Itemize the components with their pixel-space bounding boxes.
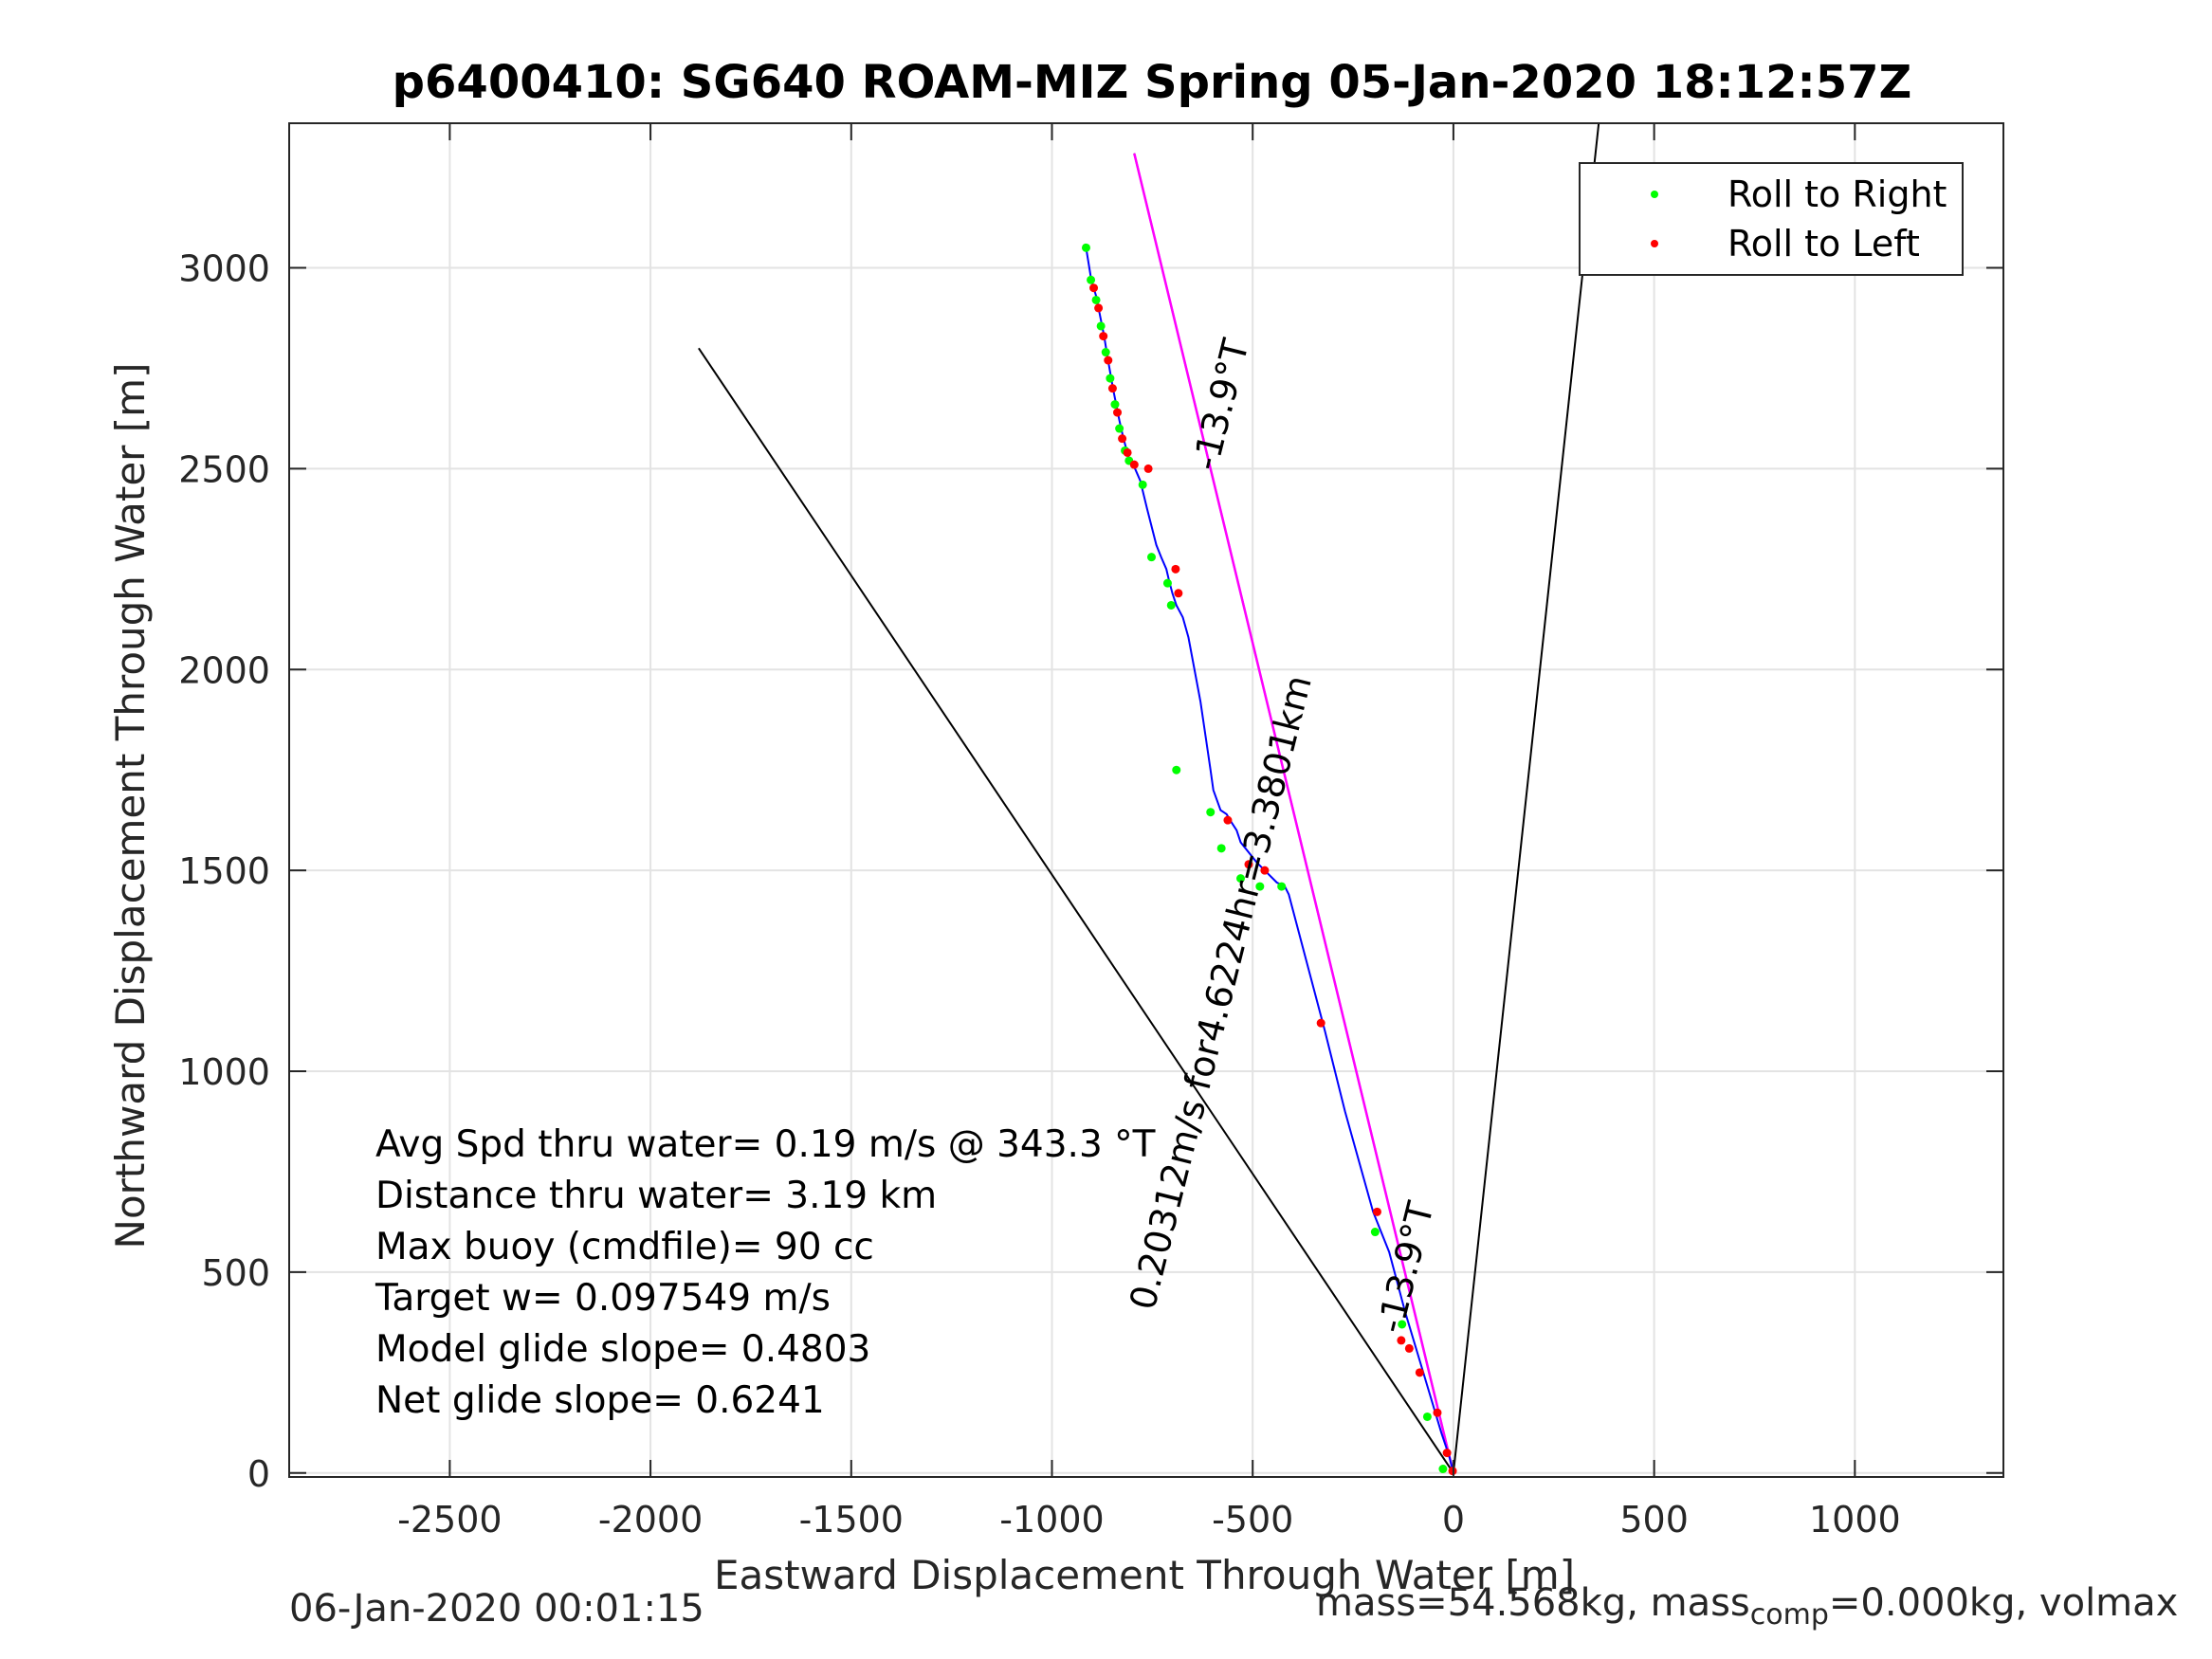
roll-right-point	[1162, 578, 1172, 588]
roll-right-point	[1147, 553, 1157, 562]
x-tick-label: -1500	[799, 1499, 904, 1540]
roll-left-point	[1244, 860, 1253, 869]
footer-date: 06-Jan-2020 00:01:15	[289, 1587, 704, 1631]
legend-marker-roll-left	[1651, 240, 1658, 247]
x-tick-label: -1000	[999, 1499, 1104, 1540]
roll-right-point	[1277, 882, 1287, 891]
y-tick-label: 0	[247, 1453, 270, 1495]
roll-left-point	[1372, 1207, 1381, 1216]
roll-left-point	[1089, 283, 1099, 293]
roll-left-point	[1174, 589, 1183, 598]
roll-left-point	[1415, 1368, 1424, 1377]
roll-right-point	[1087, 275, 1096, 284]
roll-right-point	[1236, 874, 1246, 884]
roll-right-point	[1106, 374, 1115, 383]
x-tick-label: 500	[1619, 1499, 1689, 1540]
roll-left-point	[1397, 1336, 1406, 1345]
annotations: -13.9°T0.20312m/s for4.6224hr=3.3801km -1…	[1122, 335, 1442, 1338]
y-axis-label: Northward Displacement Through Water [m]	[107, 363, 154, 1249]
footer-mass-sub: comp	[1749, 1598, 1829, 1632]
reference-line	[698, 347, 1454, 1474]
roll-right-point	[1110, 400, 1120, 410]
legend-box	[1579, 162, 1964, 276]
y-tick-label: 3000	[178, 248, 270, 290]
x-tick-label: -2000	[598, 1499, 703, 1540]
reference-line	[1452, 122, 1600, 1473]
roll-right-point	[1172, 765, 1181, 775]
roll-left-point	[1104, 356, 1113, 365]
roll-left-point	[1107, 384, 1117, 393]
roll-left-point	[1223, 815, 1233, 825]
roll-left-point	[1113, 408, 1123, 417]
stats-line: Max buoy (cmdfile)= 90 cc	[375, 1226, 874, 1268]
roll-right-point	[1438, 1465, 1448, 1474]
roll-left-point	[1099, 332, 1108, 341]
x-tick-label: 1000	[1809, 1499, 1901, 1540]
heading-line	[1133, 153, 1455, 1474]
x-tick-label: 0	[1442, 1499, 1465, 1540]
roll-right-point	[1138, 480, 1147, 489]
stats-line: Avg Spd thru water= 0.19 m/s @ 343.3 °T	[375, 1123, 1156, 1166]
roll-left-point	[1260, 866, 1270, 875]
chart-title: p6400410: SG640 ROAM-MIZ Spring 05-Jan-2…	[393, 56, 1912, 109]
roll-right-point	[1091, 295, 1101, 304]
roll-right-point	[1422, 1412, 1432, 1421]
legend-marker-roll-right	[1651, 191, 1658, 198]
roll-left-point	[1129, 460, 1139, 469]
heading-label-bottom: -13.9°T	[1369, 1197, 1442, 1338]
roll-left-point	[1404, 1343, 1414, 1353]
y-tick-label: 2000	[178, 649, 270, 691]
axis-ticks: -2500 -2000 -1500 -1000 -500 0 500 1000 0 500 1000…	[178, 123, 2003, 1540]
y-tick-label: 1000	[178, 1051, 270, 1093]
stats-line: Model glide slope= 0.4803	[375, 1328, 870, 1371]
roll-right-point	[1115, 424, 1124, 433]
roll-left-point	[1118, 434, 1127, 444]
roll-right-point	[1081, 243, 1090, 252]
stats-line: Target w= 0.097549 m/s	[375, 1277, 831, 1320]
footer-mass-prefix: mass=54.568kg, mass	[1316, 1581, 1750, 1625]
roll-left-point	[1171, 564, 1180, 574]
roll-right-point	[1101, 348, 1110, 357]
plot-frame	[288, 122, 2004, 1478]
roll-markers	[1081, 243, 1457, 1476]
y-tick-label: 500	[201, 1252, 270, 1294]
roll-left-point	[1094, 303, 1104, 313]
roll-left-point	[1316, 1018, 1325, 1028]
roll-right-point	[1206, 808, 1216, 817]
reference-lines	[698, 122, 1600, 1474]
roll-left-point	[1143, 464, 1153, 473]
y-tick-label: 2500	[178, 448, 270, 490]
roll-right-point	[1255, 882, 1265, 891]
x-tick-label: -500	[1212, 1499, 1293, 1540]
footer-mass-suffix: =0.000kg, volmax	[1828, 1581, 2179, 1625]
roll-right-point	[1216, 844, 1226, 853]
roll-right-point	[1166, 600, 1176, 610]
roll-right-point	[1096, 321, 1106, 331]
roll-left-point	[1442, 1449, 1452, 1458]
distance-label: 0.20312m/s for4.6224hr=3.3801km	[1122, 671, 1320, 1314]
roll-left-point	[1433, 1408, 1442, 1417]
roll-left-point	[1123, 447, 1132, 457]
legend-entry-roll-left: Roll to Left	[1728, 223, 1920, 264]
footer-mass: mass=54.568kg, masscomp=0.000kg, volmax	[1316, 1581, 2178, 1632]
roll-right-point	[1370, 1228, 1380, 1237]
stats-line: Net glide slope= 0.6241	[375, 1379, 825, 1422]
stats-text: Avg Spd thru water= 0.19 m/s @ 343.3 °T D…	[375, 1123, 1156, 1422]
legend: Roll to Right Roll to Left	[1579, 162, 1964, 276]
y-tick-label: 1500	[178, 850, 270, 892]
x-axis-label: Eastward Displacement Through Water [m]	[714, 1552, 1575, 1598]
roll-right-point	[1398, 1320, 1407, 1329]
stats-line: Distance thru water= 3.19 km	[375, 1175, 937, 1217]
legend-entry-roll-right: Roll to Right	[1728, 173, 1947, 215]
x-tick-label: -2500	[397, 1499, 502, 1540]
